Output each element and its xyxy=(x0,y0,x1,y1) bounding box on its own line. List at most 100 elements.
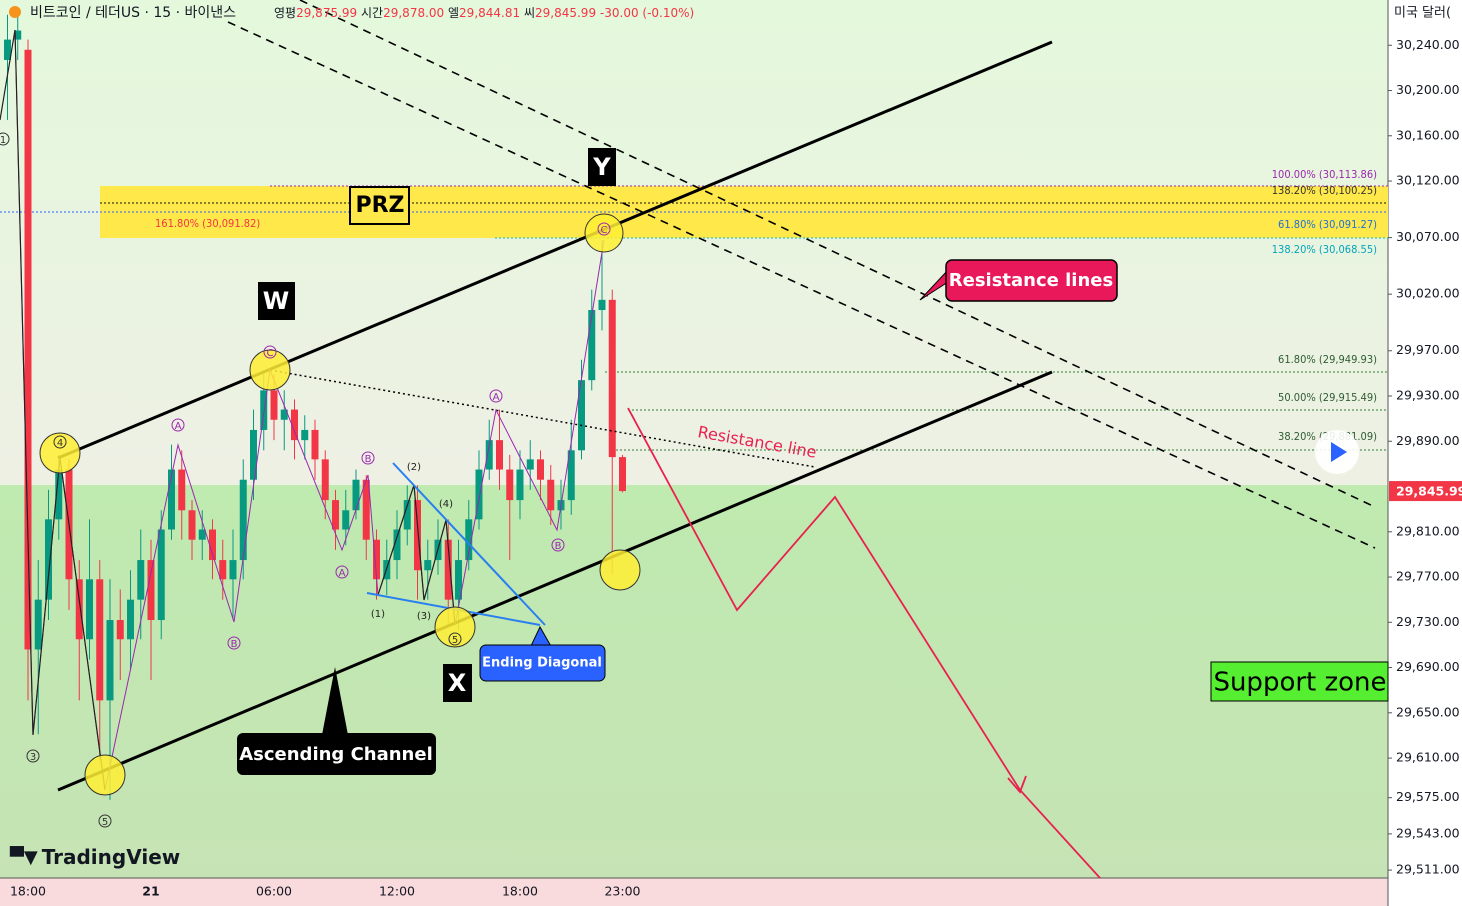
candle-body xyxy=(260,390,268,430)
candle-body xyxy=(168,469,175,530)
y-tick-label: 30,200.00 xyxy=(1396,82,1460,97)
y-tick-label: 29,575.00 xyxy=(1396,789,1460,804)
candle-body xyxy=(219,560,227,580)
candle-body xyxy=(45,519,52,600)
wave-path xyxy=(377,484,456,626)
fib-label: 138.20% (30,068.55) xyxy=(1272,243,1377,256)
candle-body xyxy=(578,380,585,451)
candle-body xyxy=(75,579,83,640)
candle-body xyxy=(127,599,134,640)
candle-body xyxy=(444,539,452,600)
wave-label: 5 xyxy=(452,635,458,646)
x-tick-label: 23:00 xyxy=(604,884,640,899)
symbol-icon xyxy=(9,6,21,18)
x-tick-label: 21 xyxy=(142,884,159,899)
y-tick-label: 29,930.00 xyxy=(1396,388,1460,403)
wave-label: B xyxy=(555,541,562,552)
wave-label: A xyxy=(493,392,500,403)
ohlc-value: 29,844.81 xyxy=(459,6,520,20)
candle-body xyxy=(198,529,206,540)
candle-body xyxy=(332,500,339,530)
resistance-lines-box xyxy=(945,259,1118,302)
candle-body xyxy=(588,310,596,381)
wave-label: 4 xyxy=(57,438,63,449)
candle-body xyxy=(342,510,350,530)
candle-body xyxy=(537,459,544,480)
wave-label: (4) xyxy=(439,499,453,510)
projection-path xyxy=(627,407,1101,879)
candle-body xyxy=(4,39,11,60)
channel-upper xyxy=(57,40,1053,460)
ohlc-label: 엘 xyxy=(448,6,459,20)
y-box xyxy=(588,148,616,186)
y-tick-label: 29,890.00 xyxy=(1396,433,1460,448)
fib-label: 100.00% (30,113.86) xyxy=(1272,168,1377,181)
y-label: Y xyxy=(592,153,611,181)
wave-label: B xyxy=(365,454,372,465)
wave-label: 5 xyxy=(102,817,108,828)
ending-diagonal-box xyxy=(479,644,606,682)
y-tick-label: 29,690.00 xyxy=(1396,659,1460,674)
fib-label: 138.20% (30,100.25) xyxy=(1272,184,1377,197)
ohlc-label: 시간 xyxy=(361,6,383,20)
y-tick-label: 29,543.00 xyxy=(1396,825,1460,840)
candle-body xyxy=(55,469,63,520)
price-tag xyxy=(1389,481,1462,502)
pivot-circle xyxy=(39,432,81,474)
candle-body xyxy=(496,440,503,470)
candle-body xyxy=(157,529,165,621)
ohlc-value: 29,845.99 xyxy=(535,6,596,20)
fib-label: 50.00% (29,915.49) xyxy=(1278,391,1377,404)
y-tick-label: 29,970.00 xyxy=(1396,342,1460,357)
pivot-circle xyxy=(584,213,624,253)
candle-body xyxy=(106,620,114,701)
brand-text: TradingView xyxy=(42,845,181,869)
time-axis xyxy=(0,878,1388,906)
support-zone-box xyxy=(1210,661,1389,702)
candle-body xyxy=(516,469,524,501)
candle-body xyxy=(567,450,575,501)
zone-upper xyxy=(0,0,1388,485)
candle-body xyxy=(96,579,104,701)
wave-label: A xyxy=(339,568,346,579)
candle-body xyxy=(485,440,493,470)
candle-body xyxy=(209,529,216,561)
candle-body xyxy=(86,579,93,640)
y-tick-label: 29,511.00 xyxy=(1396,862,1460,877)
ascending-channel-label: Ascending Channel xyxy=(239,744,433,765)
candle-body xyxy=(362,479,370,540)
candle-body xyxy=(311,429,319,460)
play-icon[interactable] xyxy=(1331,442,1347,462)
candle-body xyxy=(34,599,42,650)
ohlc-value: 29,875.99 xyxy=(296,6,357,20)
x-tick-label: 18:00 xyxy=(10,884,46,899)
candle-body xyxy=(547,479,555,511)
brand: ▀▼ TradingView xyxy=(9,845,180,869)
fib-label: 61.80% (29,949.93) xyxy=(1278,353,1377,366)
resistance-line xyxy=(299,0,1376,508)
pivot-circle xyxy=(434,606,476,648)
wave-label: B xyxy=(231,639,238,650)
candle-body xyxy=(137,560,145,600)
candle-body xyxy=(229,560,237,580)
ohlc-label: 영평 xyxy=(274,6,296,20)
diagonal-line xyxy=(392,462,546,626)
ending-diagonal-label: Ending Diagonal xyxy=(482,656,602,671)
candle-body xyxy=(321,459,329,501)
candle-body xyxy=(598,299,606,311)
candle-body xyxy=(352,479,360,511)
wave-label: C xyxy=(267,348,274,359)
pivot-circle xyxy=(599,549,641,591)
y-tick-label: 30,120.00 xyxy=(1396,173,1460,188)
wave-label: 1 xyxy=(0,135,6,146)
y-tick-label: 30,070.00 xyxy=(1396,229,1460,244)
projection-arrow xyxy=(1007,775,1027,794)
candle-body xyxy=(373,539,380,580)
wave-label: (1) xyxy=(371,609,385,620)
y-tick-label: 29,610.00 xyxy=(1396,750,1460,765)
pivot-circle xyxy=(249,349,291,391)
symbol: 비트코인 / 테더US · 15 · 바이낸스 xyxy=(30,5,236,21)
resistance-line xyxy=(227,21,1376,549)
support-zone-label: Support zone xyxy=(1213,668,1386,698)
